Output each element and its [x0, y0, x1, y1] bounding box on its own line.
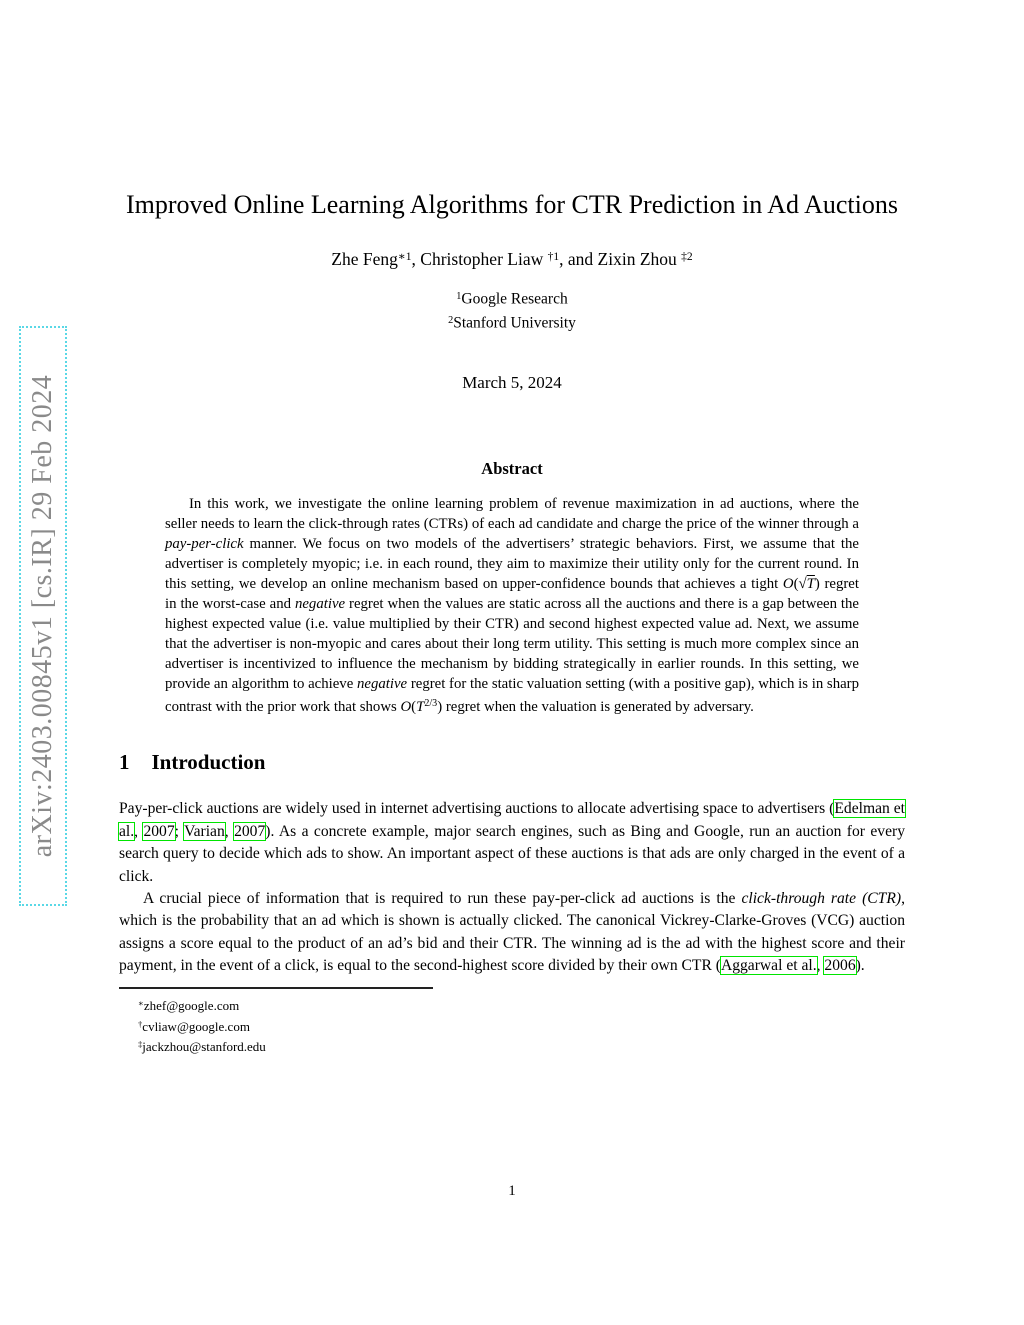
author-line: Zhe Feng∗1, Christopher Liaw †1, and Zix… [331, 249, 693, 270]
citation-link[interactable]: 2007 [233, 821, 267, 841]
paper-title: Improved Online Learning Algorithms for … [126, 190, 898, 219]
footnote-email-jackzhou: ‡jackzhou@stanford.edu [138, 1039, 266, 1055]
arxiv-watermark-text: arXiv:2403.00845v1 [cs.IR] 29 Feb 2024 [27, 374, 58, 858]
abstract-body: In this work, we investigate the online … [165, 496, 859, 716]
intro-paragraph-2: A crucial piece of information that is r… [119, 890, 905, 976]
footnotes: ∗zhef@google.com †cvliaw@google.com ‡jac… [119, 994, 905, 1057]
citation-link[interactable]: Varian [183, 821, 226, 841]
intro-paragraph-1: Pay-per-click auctions are widely used i… [117, 799, 907, 885]
affiliations: 1Google Research 2Stanford University [0, 286, 1024, 333]
main-column: 1 Introduction Pay-per-click auctions are… [117, 750, 907, 1057]
footnote-email-cvliaw: †cvliaw@google.com [138, 1018, 250, 1034]
citation-link[interactable]: 2007 [142, 821, 176, 841]
affiliation-google-research: 1Google Research [456, 290, 568, 308]
section-title: Introduction [151, 750, 266, 775]
citation-link[interactable]: Edelman et al. [117, 799, 907, 841]
section-heading-introduction: 1 Introduction [119, 750, 905, 775]
page-number: 1 [508, 1183, 516, 1199]
citation-link[interactable]: Aggarwal et al. [719, 956, 818, 976]
footnote-rule [119, 986, 433, 989]
paper-date: March 5, 2024 [462, 373, 562, 393]
affiliation-stanford-university: 2Stanford University [448, 314, 576, 332]
section-number: 1 [119, 750, 130, 775]
footnote-email-zhef: ∗zhef@google.com [138, 997, 240, 1013]
arxiv-watermark-box: arXiv:2403.00845v1 [cs.IR] 29 Feb 2024 [19, 326, 67, 906]
abstract-heading: Abstract [481, 459, 543, 479]
citation-link[interactable]: 2006 [823, 956, 857, 976]
